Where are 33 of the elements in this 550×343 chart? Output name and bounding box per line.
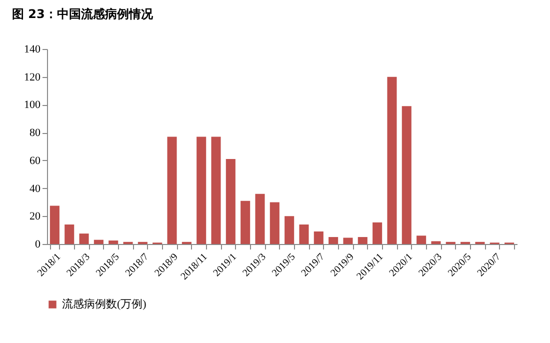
- y-tick-label: 120: [24, 71, 41, 84]
- bar: [226, 159, 236, 244]
- bar: [387, 76, 397, 244]
- y-tick-label: 100: [24, 99, 41, 112]
- y-tick-label: 80: [30, 127, 41, 140]
- bar: [196, 136, 206, 244]
- chart-title: 图 23：中国流感病例情况: [12, 7, 154, 21]
- bar: [431, 241, 441, 244]
- bar: [270, 202, 280, 244]
- bar: [343, 238, 353, 244]
- bar: [211, 136, 221, 244]
- bar: [284, 216, 294, 244]
- bar: [255, 194, 265, 244]
- bar: [94, 240, 104, 244]
- y-tick-label: 0: [35, 238, 41, 250]
- y-tick-label: 140: [24, 44, 41, 56]
- bar: [416, 236, 426, 244]
- bar: [108, 240, 118, 244]
- bar: [50, 206, 60, 244]
- bar: [240, 200, 250, 244]
- bar: [299, 224, 309, 244]
- y-tick-label: 40: [30, 182, 41, 195]
- legend-label: 流感病例数(万例): [62, 298, 147, 310]
- bar: [64, 224, 74, 244]
- bar: [358, 237, 368, 244]
- bar: [402, 106, 412, 244]
- bar: [79, 234, 89, 244]
- bar: [314, 231, 324, 244]
- bar: [372, 222, 382, 244]
- y-tick-label: 20: [30, 210, 41, 223]
- bar: [167, 136, 177, 244]
- y-tick-label: 60: [30, 154, 41, 167]
- bar: [328, 237, 338, 244]
